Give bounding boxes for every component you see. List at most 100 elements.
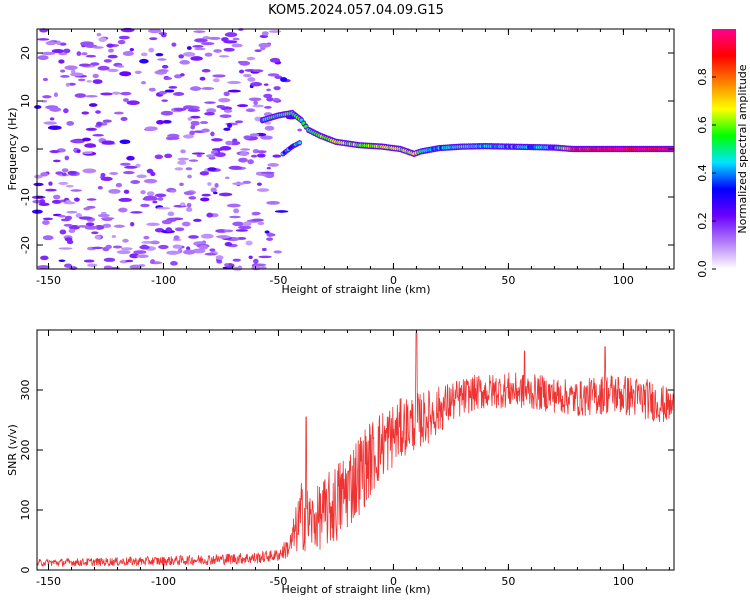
spectrogram-speckle bbox=[253, 100, 258, 105]
spectrogram-speckle bbox=[242, 180, 252, 184]
colorbar-ticks: 0.0 0.2 0.4 0.6 0.8 bbox=[696, 68, 716, 278]
spectrogram-speckle bbox=[116, 250, 131, 255]
spectrogram-speckle bbox=[83, 207, 91, 211]
spectrogram-speckle bbox=[64, 237, 73, 242]
spectrogram-speckle bbox=[203, 111, 215, 116]
spectrogram-speckle bbox=[36, 38, 50, 41]
spectrogram-speckle bbox=[263, 93, 273, 99]
spectrogram-speckle bbox=[38, 202, 50, 207]
spectrogram-speckle bbox=[150, 171, 156, 177]
spectrogram-speckle bbox=[60, 218, 71, 222]
spectrogram-speckle bbox=[224, 176, 230, 180]
colorbar-gradient bbox=[712, 29, 736, 269]
y-tick-label: -10 bbox=[19, 188, 32, 206]
spectrogram-speckle bbox=[235, 229, 248, 232]
spectrogram-speckle bbox=[247, 159, 254, 165]
spectrogram-speckle bbox=[174, 74, 182, 79]
spectrogram-speckle bbox=[58, 59, 65, 64]
spectrogram-speckle bbox=[226, 203, 241, 208]
y-tick-label: 100 bbox=[19, 500, 32, 521]
x-tick-label: -150 bbox=[36, 575, 61, 588]
spectrogram-speckle bbox=[119, 139, 131, 145]
spectrogram-speckle bbox=[136, 254, 149, 259]
spectrogram-speckle bbox=[261, 247, 267, 252]
spectrogram-speckle bbox=[140, 190, 146, 195]
spectrogram-speckle bbox=[49, 149, 60, 154]
spectrogram-speckle bbox=[129, 48, 134, 52]
spectrogram-speckle bbox=[267, 73, 280, 77]
spectrogram-speckle bbox=[107, 68, 119, 73]
spectrogram-speckle bbox=[66, 121, 75, 126]
spectrogram-speckle bbox=[239, 60, 251, 66]
spectrogram-speckle bbox=[86, 198, 97, 201]
spectrogram-speckle bbox=[165, 136, 180, 140]
spectrogram-speckle bbox=[174, 167, 184, 171]
spectrogram-speckle bbox=[167, 211, 175, 217]
spectrogram-speckle bbox=[182, 105, 195, 110]
spectrogram-speckle bbox=[112, 91, 121, 95]
colorbar: 0.0 0.2 0.4 0.6 0.8 Normalized spectral ampl… bbox=[696, 29, 749, 278]
spectrogram-speckle bbox=[198, 244, 208, 250]
spectrogram-speckle bbox=[61, 172, 67, 176]
spectrogram-speckle bbox=[179, 73, 185, 77]
spectrogram-speckle bbox=[120, 247, 133, 251]
spectrogram-speckle bbox=[171, 42, 177, 47]
spectrogram-speckle bbox=[86, 80, 92, 83]
spectrogram-speckle bbox=[223, 127, 231, 131]
spectrogram-speckle bbox=[183, 134, 194, 139]
spectrogram-speckle bbox=[212, 78, 220, 83]
spectrogram-speckle bbox=[34, 174, 43, 179]
spectrogram-speckle bbox=[272, 154, 282, 158]
spectrogram-speckle bbox=[154, 193, 167, 198]
spectrogram-speckle bbox=[68, 82, 76, 86]
spectrogram-speckle bbox=[190, 124, 196, 130]
spectrogram-speckle bbox=[96, 121, 103, 127]
spectrogram-speckle bbox=[178, 54, 184, 59]
spectrogram-speckle bbox=[187, 108, 201, 112]
spectrogram-speckle bbox=[120, 116, 128, 122]
colorbar-tick-label: 0.4 bbox=[696, 164, 709, 182]
spectrogram-speckle bbox=[55, 171, 64, 175]
spectrogram-speckle bbox=[211, 138, 223, 142]
spectrogram-speckle bbox=[267, 163, 280, 167]
spectrogram-speckle bbox=[37, 265, 50, 269]
spectrogram-speckle bbox=[51, 199, 62, 204]
spectrogram-speckle bbox=[77, 78, 86, 82]
spectrogram-speckle bbox=[98, 37, 107, 43]
spectrogram-speckle bbox=[97, 213, 110, 218]
spectrogram-speckle bbox=[187, 174, 192, 179]
spectrogram-speckle bbox=[212, 74, 226, 78]
spectrogram-speckle bbox=[256, 153, 266, 158]
spectrogram-speckle bbox=[273, 250, 283, 254]
spectrogram-speckle bbox=[188, 235, 199, 239]
spectrogram-speckle bbox=[207, 167, 217, 172]
spectrogram-speckle bbox=[137, 264, 146, 267]
spectrogram-speckle bbox=[94, 235, 102, 240]
spectrogram-speckle bbox=[49, 117, 55, 121]
spectrogram-speckle bbox=[224, 241, 233, 247]
spectrogram-speckle bbox=[146, 222, 160, 226]
spectrogram-speckle bbox=[200, 41, 215, 46]
spectrogram-speckle bbox=[179, 182, 184, 186]
spectrogram-speckle bbox=[100, 217, 115, 220]
spectrogram-speckle bbox=[193, 218, 202, 222]
spectrogram-speckle bbox=[213, 191, 218, 195]
spectrogram-speckle bbox=[247, 77, 256, 82]
spectrogram-speckle bbox=[118, 197, 133, 202]
spectrogram-speckle bbox=[201, 68, 211, 73]
spectrogram-speckle bbox=[75, 213, 83, 218]
spectrogram-speckle bbox=[266, 200, 280, 205]
spectrogram-speckle bbox=[152, 200, 158, 204]
spectrogram-speckle bbox=[274, 75, 283, 80]
spectrogram-speckle bbox=[122, 238, 129, 243]
spectrogram-speckle bbox=[266, 233, 276, 237]
spectrogram-speckle bbox=[86, 263, 98, 268]
spectrogram-speckle bbox=[45, 188, 57, 192]
spectrogram-speckle bbox=[231, 43, 243, 48]
snr-ylabel: SNR (v/v) bbox=[6, 424, 19, 476]
spectrogram-speckle bbox=[48, 181, 53, 186]
spectrogram-speckle bbox=[49, 107, 62, 112]
spectrogram-speckle bbox=[179, 202, 186, 207]
spectrogram-speckle bbox=[63, 48, 71, 54]
